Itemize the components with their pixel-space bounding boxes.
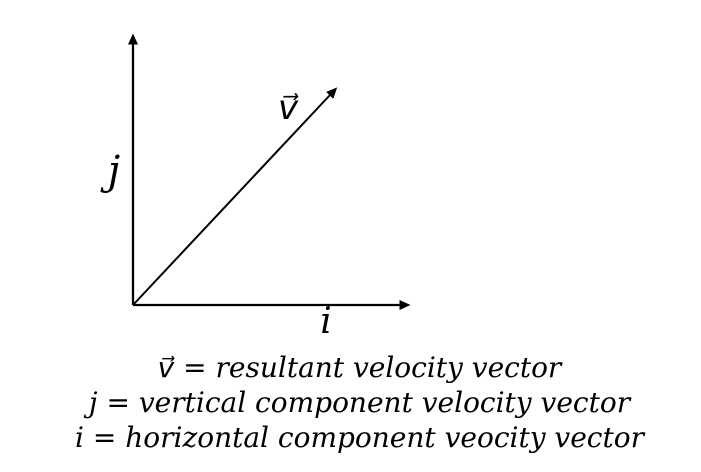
- legend-line-v: v⃗ = resultant velocity vector: [157, 351, 562, 384]
- label-v-vector: v⃗: [277, 88, 299, 128]
- label-i: i: [320, 301, 332, 342]
- label-j: j: [107, 148, 121, 194]
- legend: v⃗ = resultant velocity vector j = verti…: [0, 350, 701, 455]
- legend-line-i: i = horizontal component veocity vector: [75, 421, 644, 454]
- legend-line-j: j = vertical component velocity vector: [88, 386, 631, 419]
- resultant-vector-line: [132, 87, 338, 306]
